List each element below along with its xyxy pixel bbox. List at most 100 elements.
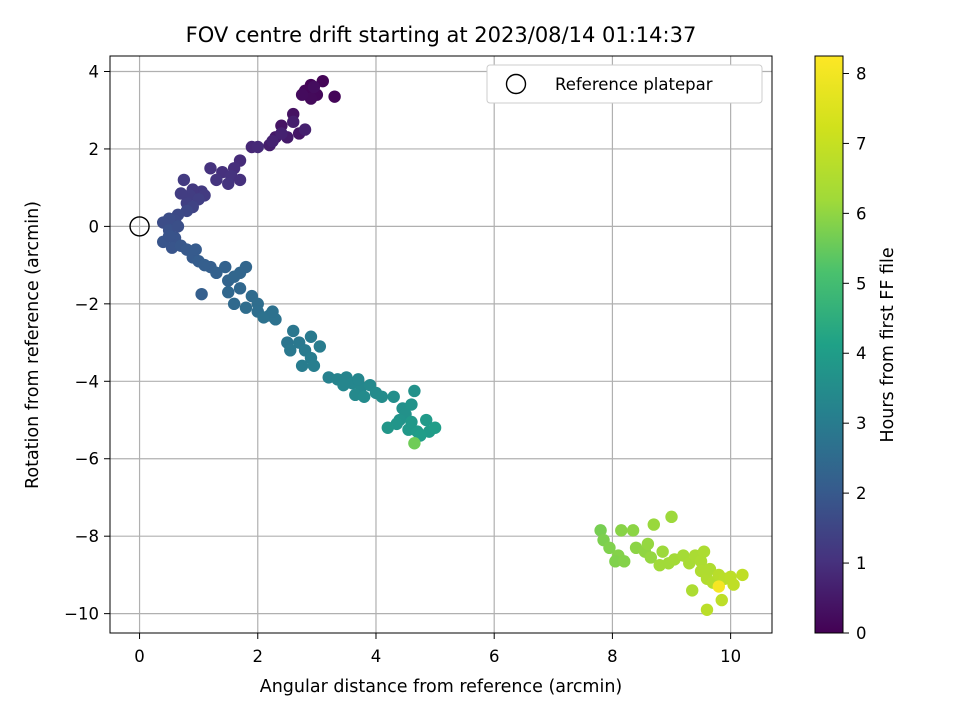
data-point xyxy=(375,390,389,403)
data-point xyxy=(653,559,666,572)
data-point xyxy=(295,359,309,372)
colorbar-tick-label: 7 xyxy=(856,134,867,153)
x-axis-ticks: 0 2 4 6 8 10 xyxy=(134,633,741,666)
data-point xyxy=(408,437,421,450)
colorbar-label: Hours from first FF file xyxy=(878,247,898,442)
data-point xyxy=(328,90,341,103)
data-point xyxy=(195,287,208,301)
data-point xyxy=(284,344,297,357)
x-axis-label: Angular distance from reference (arcmin) xyxy=(260,677,623,697)
data-point xyxy=(694,555,708,568)
data-point xyxy=(275,127,288,140)
data-point xyxy=(222,177,235,190)
data-point xyxy=(239,301,253,314)
plot-frame xyxy=(109,55,773,634)
data-point xyxy=(174,187,188,200)
data-point xyxy=(618,555,631,568)
data-point xyxy=(381,421,395,434)
data-point xyxy=(641,537,655,551)
x-tick-label: 10 xyxy=(720,647,741,666)
x-tick-label: 8 xyxy=(607,647,618,666)
y-tick-label: 4 xyxy=(89,62,100,81)
data-point xyxy=(428,421,442,434)
data-point xyxy=(712,580,726,593)
data-point xyxy=(198,258,211,272)
legend-marker-reference xyxy=(505,73,527,95)
data-point xyxy=(656,545,669,558)
x-tick-label: 2 xyxy=(253,647,264,666)
legend: Reference platepar xyxy=(486,64,763,104)
colorbar-ticks: 0 1 2 3 4 5 6 7 8 xyxy=(843,64,867,643)
data-point xyxy=(700,603,714,616)
colorbar-tick-label: 6 xyxy=(856,204,867,223)
data-point xyxy=(295,88,309,101)
data-point xyxy=(697,545,711,558)
data-point xyxy=(615,524,628,537)
data-point xyxy=(304,330,318,343)
data-point xyxy=(420,413,433,427)
data-point xyxy=(162,229,176,243)
x-tick-label: 0 xyxy=(134,647,145,666)
data-point xyxy=(222,286,235,299)
colorbar-tick-label: 1 xyxy=(856,554,867,573)
data-point xyxy=(251,140,264,154)
y-tick-label: −6 xyxy=(75,450,99,469)
x-tick-label: 6 xyxy=(489,647,500,666)
data-point xyxy=(316,74,329,88)
colorbar-tick-label: 3 xyxy=(856,414,867,433)
data-point xyxy=(686,584,699,597)
data-point xyxy=(644,551,658,564)
data-point xyxy=(257,311,270,324)
data-point xyxy=(227,297,241,311)
y-tick-label: −4 xyxy=(75,372,99,391)
data-point xyxy=(387,390,400,403)
data-point xyxy=(626,524,640,537)
data-point xyxy=(177,173,191,187)
data-point xyxy=(266,305,279,318)
data-point xyxy=(233,173,247,187)
colorbar xyxy=(814,55,844,634)
colorbar-tick-label: 8 xyxy=(856,64,867,83)
data-point xyxy=(233,282,247,295)
data-point xyxy=(405,398,418,411)
y-tick-label: 2 xyxy=(89,140,100,159)
chart-title: FOV centre drift starting at 2023/08/14 … xyxy=(186,23,697,47)
y-axis-label: Rotation from reference (arcmin) xyxy=(23,201,43,489)
data-point xyxy=(647,518,660,531)
x-tick-label: 4 xyxy=(371,647,382,666)
data-point xyxy=(204,162,217,175)
data-point xyxy=(727,578,740,591)
data-point xyxy=(287,324,300,338)
data-point xyxy=(171,220,185,233)
data-point xyxy=(715,593,728,607)
data-point xyxy=(313,340,327,353)
y-tick-label: −2 xyxy=(75,295,99,314)
data-point xyxy=(703,562,717,576)
data-point xyxy=(219,260,232,274)
data-point xyxy=(266,134,279,148)
data-points xyxy=(129,74,749,616)
data-point xyxy=(287,115,300,129)
y-axis-ticks: 4 2 0 −2 −4 −6 −8 −10 xyxy=(64,62,110,624)
data-point xyxy=(665,510,678,524)
colorbar-tick-label: 2 xyxy=(856,484,867,503)
data-point xyxy=(357,390,371,403)
data-point xyxy=(307,359,321,372)
data-point xyxy=(408,384,421,398)
data-point xyxy=(603,541,616,555)
data-point xyxy=(210,173,223,187)
data-point xyxy=(405,415,418,429)
colorbar-tick-label: 5 xyxy=(856,274,867,293)
data-point xyxy=(210,266,223,280)
legend-label-reference: Reference platepar xyxy=(555,75,713,94)
data-point xyxy=(298,123,312,136)
y-tick-label: 0 xyxy=(89,217,100,236)
data-point xyxy=(307,80,321,94)
legend-box xyxy=(486,64,763,104)
y-tick-label: −8 xyxy=(75,527,99,546)
data-point xyxy=(337,378,350,392)
data-point xyxy=(594,524,607,537)
gridlines xyxy=(110,56,772,633)
colorbar-tick-label: 0 xyxy=(856,624,867,643)
